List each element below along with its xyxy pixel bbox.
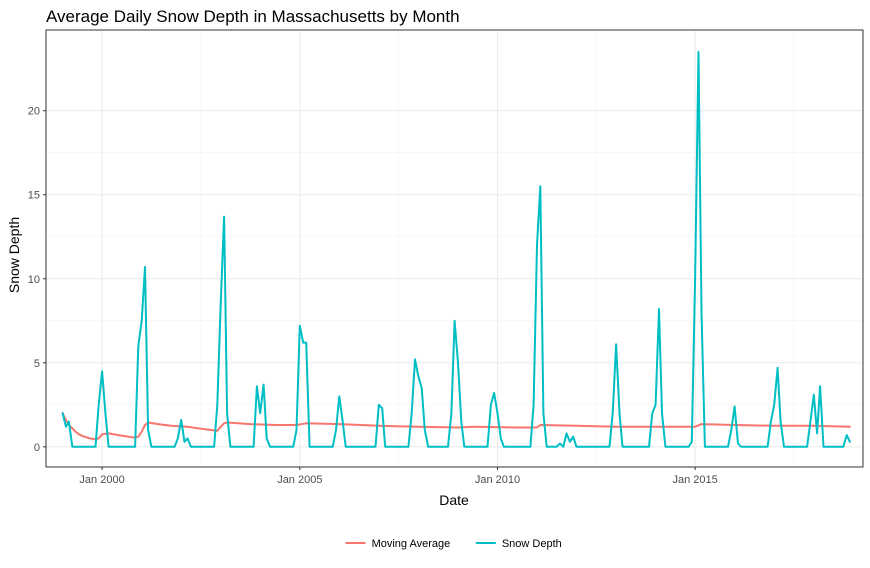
y-axis-ticks: 0 5 10 15 20 [28,106,46,454]
x-axis-title: Date [439,492,469,508]
series-line-snow-depth [61,50,851,448]
x-axis-ticks: Jan 2000 Jan 2005 Jan 2010 Jan 2015 [79,467,718,486]
y-tick-label: 10 [28,274,40,286]
y-axis-title: Snow Depth [6,217,22,293]
plot-border [45,29,864,468]
chart-title: Average Daily Snow Depth in Massachusett… [46,7,460,26]
x-tick-label: Jan 2000 [79,474,124,486]
y-tick-label: 15 [28,190,40,202]
y-tick-label: 0 [34,442,40,454]
legend-label-moving-average: Moving Average [372,538,451,550]
legend: Moving Average Snow Depth [345,538,562,550]
series-lines [61,50,851,448]
x-tick-label: Jan 2010 [475,474,520,486]
legend-label-snow-depth: Snow Depth [502,538,562,550]
plot-background [46,30,863,467]
x-tick-label: Jan 2015 [672,474,717,486]
y-tick-label: 20 [28,106,40,118]
series-line-moving-average [61,412,851,441]
y-tick-label: 5 [34,358,40,370]
x-tick-label: Jan 2005 [277,474,322,486]
